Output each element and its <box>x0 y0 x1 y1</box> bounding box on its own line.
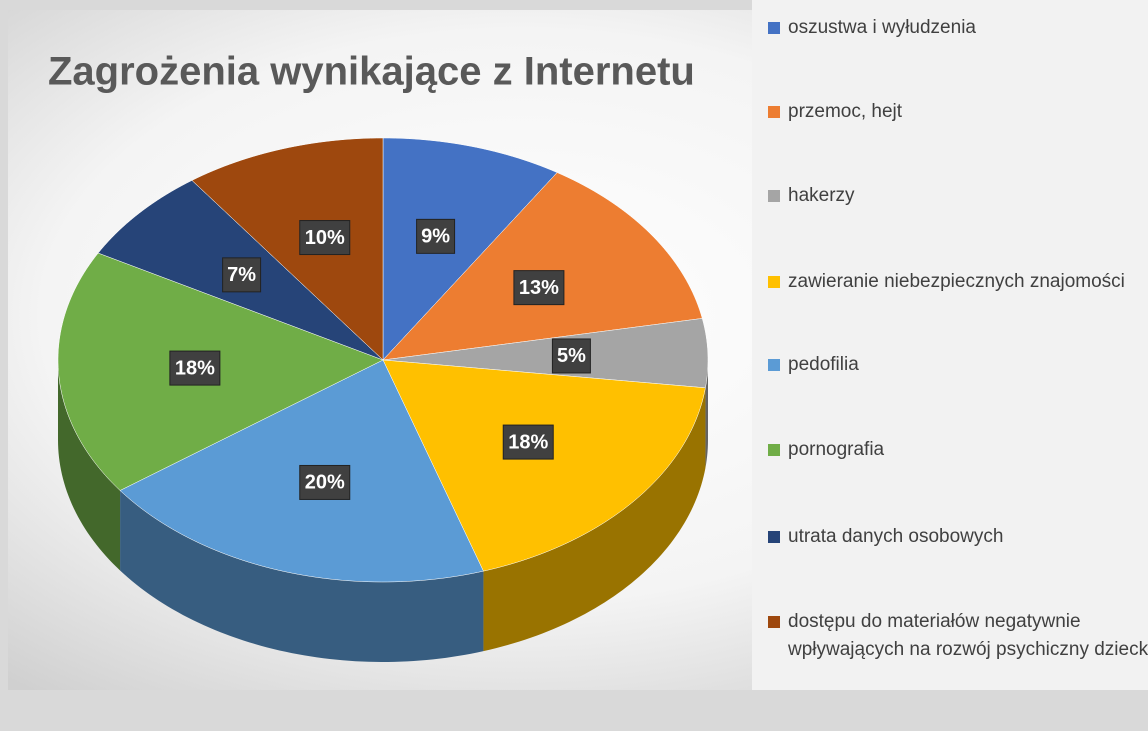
legend-item: pedofilia <box>768 351 1148 379</box>
legend-item: hakerzy <box>768 182 1148 210</box>
slice <box>382 359 706 572</box>
legend-item: dostępu do materiałów negatywnie wpływaj… <box>768 608 1148 664</box>
slice-side <box>58 360 121 571</box>
data-label: 7% <box>227 264 256 286</box>
legend-item: zawieranie niebezpiecznych znajomości <box>768 268 1148 296</box>
legend-label: oszustwa i wyłudzenia <box>788 17 976 38</box>
legend-swatch <box>768 359 780 371</box>
legend-item: utrata danych osobowych <box>768 523 1148 551</box>
legend: oszustwa i wyłudzenia przemoc, hejt hakerz… <box>752 0 1148 690</box>
data-label: 9% <box>421 226 450 248</box>
slice <box>382 318 709 389</box>
data-label-box <box>502 424 554 460</box>
slice <box>382 172 703 361</box>
legend-swatch <box>768 106 780 118</box>
data-label-box <box>299 464 351 500</box>
data-label-box <box>169 350 221 386</box>
slice-side <box>483 387 706 652</box>
chart-title: Zagrożenia wynikające z Internetu <box>48 50 695 94</box>
legend-swatch <box>768 22 780 34</box>
data-label: 20% <box>305 472 345 494</box>
data-label: 18% <box>508 431 548 453</box>
legend-label: przemoc, hejt <box>788 101 903 122</box>
legend-label: zawieranie niebezpiecznych znajomości <box>788 271 1125 292</box>
data-label-box <box>299 220 351 256</box>
slice-side <box>705 360 708 468</box>
data-label: 5% <box>557 345 586 367</box>
data-label-box <box>551 338 591 374</box>
data-label: 13% <box>519 277 559 299</box>
slice <box>57 252 384 491</box>
legend-swatch <box>768 444 780 456</box>
slice-side <box>120 490 484 662</box>
legend-label: pornografia <box>788 439 885 460</box>
legend-swatch <box>768 190 780 202</box>
legend-label: dostępu do materiałów negatywnie wpływaj… <box>788 611 1148 660</box>
legend-swatch <box>768 276 780 288</box>
legend-label: hakerzy <box>788 185 855 206</box>
legend-item: przemoc, hejt <box>768 98 1148 126</box>
data-label: 18% <box>175 357 215 379</box>
legend-swatch <box>768 616 780 628</box>
legend-label: pedofilia <box>788 354 859 375</box>
data-label-box <box>513 270 565 306</box>
data-label-box <box>222 257 262 293</box>
data-label: 10% <box>305 227 345 249</box>
legend-label: utrata danych osobowych <box>788 526 1004 547</box>
legend-swatch <box>768 531 780 543</box>
legend-item: oszustwa i wyłudzenia <box>768 14 1148 42</box>
slice <box>382 137 558 361</box>
data-label-box <box>416 218 456 254</box>
legend-item: pornografia <box>768 436 1148 464</box>
slice <box>191 137 384 361</box>
